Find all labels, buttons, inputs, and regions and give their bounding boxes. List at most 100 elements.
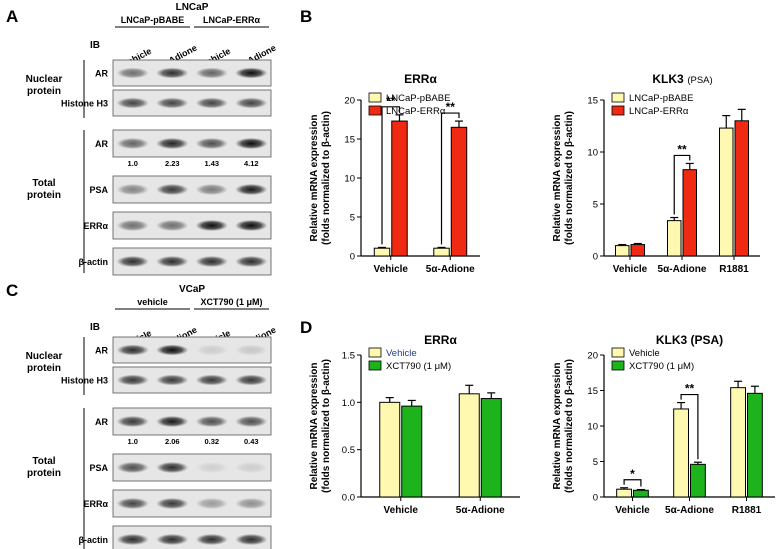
blot-band bbox=[156, 344, 189, 356]
blot-band bbox=[195, 219, 228, 232]
blot-band bbox=[235, 344, 268, 356]
bar bbox=[666, 220, 682, 257]
blot-band bbox=[156, 219, 189, 232]
bar bbox=[616, 488, 632, 498]
x-tick-label: 5α-Adione bbox=[456, 505, 505, 516]
y-axis-label: (folds normalized to β-actin) bbox=[321, 359, 332, 493]
legend-label: XCT790 (1 μM) bbox=[386, 361, 451, 372]
blot-band bbox=[116, 219, 149, 232]
blot-band bbox=[235, 374, 268, 386]
ar-quant-value: 1.0 bbox=[128, 159, 138, 168]
panel-letter-c: C bbox=[6, 281, 18, 300]
legend-swatch bbox=[611, 92, 625, 103]
x-tick-label: 5α-Adione bbox=[426, 264, 475, 275]
legend-label: Vehicle bbox=[629, 348, 660, 359]
chart-B1: ERRα Relative mRNA expression (folds norma… bbox=[309, 72, 480, 275]
blot-band bbox=[116, 415, 149, 428]
x-tick-label: Vehicle bbox=[613, 264, 648, 275]
panel-letter-a: A bbox=[6, 7, 18, 26]
blot-band bbox=[235, 67, 268, 79]
blot-band bbox=[116, 533, 149, 546]
blot-band bbox=[156, 255, 189, 268]
bar bbox=[690, 463, 706, 498]
bar bbox=[734, 120, 750, 257]
blot-band bbox=[156, 461, 189, 474]
blot-band bbox=[195, 344, 228, 356]
blot-band bbox=[235, 97, 268, 109]
x-tick-label: Vehicle bbox=[374, 264, 409, 275]
section-label-total: Total protein bbox=[27, 178, 61, 201]
blot-antibody-label: AR bbox=[95, 417, 108, 427]
y-axis-label: Relative mRNA expression bbox=[552, 115, 563, 242]
blot-antibody-label: β-actin bbox=[79, 257, 109, 267]
blot-band bbox=[195, 97, 228, 109]
legend-swatch bbox=[611, 360, 625, 371]
blot-band bbox=[235, 533, 268, 546]
y-tick-label: 10 bbox=[587, 148, 598, 159]
x-tick-label: 5α-Adione bbox=[658, 264, 707, 275]
cell-line-label: LNCaP bbox=[176, 2, 209, 13]
blot-band bbox=[116, 183, 149, 196]
legend-swatch bbox=[368, 360, 382, 371]
chart-title: KLK3 bbox=[652, 72, 684, 86]
blot-band bbox=[156, 137, 189, 150]
blot-band bbox=[195, 67, 228, 79]
blot-band bbox=[156, 97, 189, 109]
blot-band bbox=[195, 497, 228, 510]
y-tick-label: 0 bbox=[350, 252, 355, 263]
y-tick-label: 0.5 bbox=[342, 445, 355, 456]
legend-label: LNCaP-ERRα bbox=[386, 106, 446, 117]
significance-marker: ** bbox=[386, 94, 396, 108]
bar bbox=[682, 169, 698, 257]
bar bbox=[379, 401, 401, 498]
bar bbox=[747, 392, 763, 498]
blot-band bbox=[156, 497, 189, 510]
y-tick-label: 20 bbox=[344, 96, 355, 107]
bar bbox=[630, 244, 646, 257]
ar-quant-value: 0.43 bbox=[244, 437, 259, 446]
group-label: LNCaP-pBABE bbox=[121, 15, 185, 25]
bar bbox=[480, 398, 502, 498]
ib-label: IB bbox=[90, 322, 100, 333]
blot-band bbox=[116, 344, 149, 356]
y-tick-label: 0.0 bbox=[342, 493, 355, 504]
blot-antibody-label: ERRα bbox=[83, 221, 108, 231]
ar-quant-value: 2.06 bbox=[165, 437, 180, 446]
y-tick-label: 5 bbox=[350, 213, 355, 224]
bar bbox=[433, 247, 450, 257]
significance-bracket bbox=[381, 106, 401, 245]
legend-label: LNCaP-pBABE bbox=[629, 93, 693, 104]
bar bbox=[401, 405, 423, 498]
blot-band bbox=[116, 137, 149, 150]
blot-band bbox=[235, 183, 268, 196]
bar bbox=[391, 120, 408, 257]
y-axis-label: Relative mRNA expression bbox=[552, 363, 563, 490]
x-tick-label: Vehicle bbox=[615, 505, 650, 516]
blot-band bbox=[195, 461, 228, 474]
chart-D2: KLK3 (PSA) Relative mRNA expression (folds… bbox=[552, 333, 775, 516]
bar bbox=[614, 245, 630, 257]
blot-band bbox=[156, 67, 189, 79]
legend-label: Vehicle bbox=[386, 348, 417, 359]
blot-band bbox=[116, 97, 149, 109]
section-label-nuclear: Nuclear protein bbox=[26, 351, 63, 374]
bar bbox=[718, 127, 734, 257]
legend-label: XCT790 (1 μM) bbox=[629, 361, 694, 372]
group-label: XCT790 (1 μM) bbox=[200, 297, 262, 307]
blot-band bbox=[195, 137, 228, 150]
y-axis-label: (folds normalized to β-actin) bbox=[321, 111, 332, 245]
group-label: vehicle bbox=[137, 297, 168, 307]
blot-band bbox=[195, 533, 228, 546]
blot-antibody-label: Histone H3 bbox=[61, 376, 108, 386]
ar-quant-value: 0.32 bbox=[204, 437, 219, 446]
blot-band bbox=[156, 183, 189, 196]
bar bbox=[450, 126, 468, 257]
legend-swatch bbox=[611, 105, 625, 116]
y-tick-label: 1.0 bbox=[342, 398, 355, 409]
blot-band bbox=[195, 183, 228, 196]
panel-letter-b: B bbox=[300, 7, 312, 26]
